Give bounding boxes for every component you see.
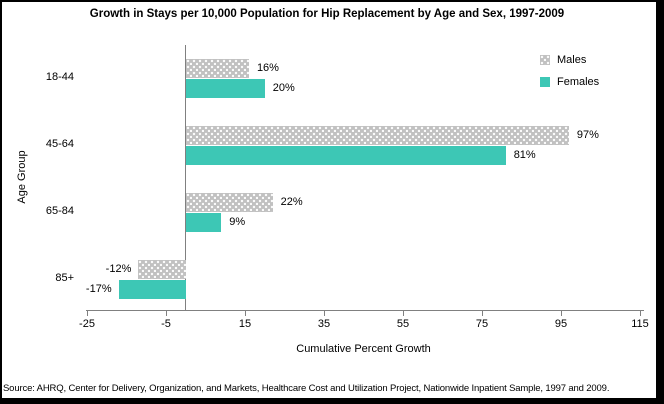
x-tick-label-95: 95 [554,318,568,330]
value-label-females-65-84: 9% [229,216,246,228]
bar-males-18-44 [185,59,249,78]
frame-border-bottom [0,398,664,404]
x-tick-label--5: -5 [161,318,171,330]
bar-females-65-84 [185,213,222,232]
bar-females-85+ [118,280,186,299]
legend-item-females: Females [540,76,599,88]
legend-females-label: Females [557,76,600,88]
chart-title: Growth in Stays per 10,000 Population fo… [89,8,565,20]
category-label-45-64: 45-64 [45,138,74,150]
value-label-females-45-64: 81% [513,149,536,161]
category-label-18-44: 18-44 [45,71,74,83]
x-tick-115 [639,311,641,316]
value-label-males-65-84: 22% [280,196,303,208]
x-tick-label-55: 55 [396,318,410,330]
females-swatch-icon [540,77,550,87]
x-tick-15 [244,311,246,316]
x-tick-label--25: -25 [79,318,95,330]
legend-males-label: Males [557,54,587,66]
x-tick-label-115: 115 [631,318,649,330]
x-tick-label-75: 75 [475,318,489,330]
x-tick--25 [86,311,88,316]
category-label-85+: 85+ [55,272,74,284]
bar-males-85+ [138,260,186,279]
x-tick-95 [560,311,562,316]
bar-females-18-44 [185,79,265,98]
value-label-females-18-44: 20% [272,82,295,94]
frame-border-top [0,0,664,2]
frame-border-left [0,0,2,404]
x-tick-55 [402,311,404,316]
y-axis-title: Age Group [16,150,28,204]
x-tick--5 [165,311,167,316]
x-tick-label-35: 35 [317,318,331,330]
x-axis-line [86,310,644,311]
x-tick-label-15: 15 [238,318,252,330]
plot-area: 16% 97% 22% -12% 20% 81% 9% -17% [85,45,640,310]
value-label-males-45-64: 97% [576,129,599,141]
males-swatch-icon [540,55,550,65]
x-axis-title: Cumulative Percent Growth [296,343,431,355]
value-label-males-85+: -12% [105,263,132,275]
legend: Males Females [540,54,599,88]
value-label-females-85+: -17% [85,283,112,295]
bar-females-45-64 [185,146,506,165]
x-tick-75 [481,311,483,316]
x-tick-35 [323,311,325,316]
legend-item-males: Males [540,54,599,66]
bar-males-45-64 [185,126,569,145]
category-label-65-84: 65-84 [45,205,74,217]
source-note: Source: AHRQ, Center for Delivery, Organ… [3,383,610,394]
frame-border-right [656,0,664,404]
value-label-males-18-44: 16% [256,62,279,74]
bar-males-65-84 [185,193,273,212]
zero-baseline [185,45,187,310]
